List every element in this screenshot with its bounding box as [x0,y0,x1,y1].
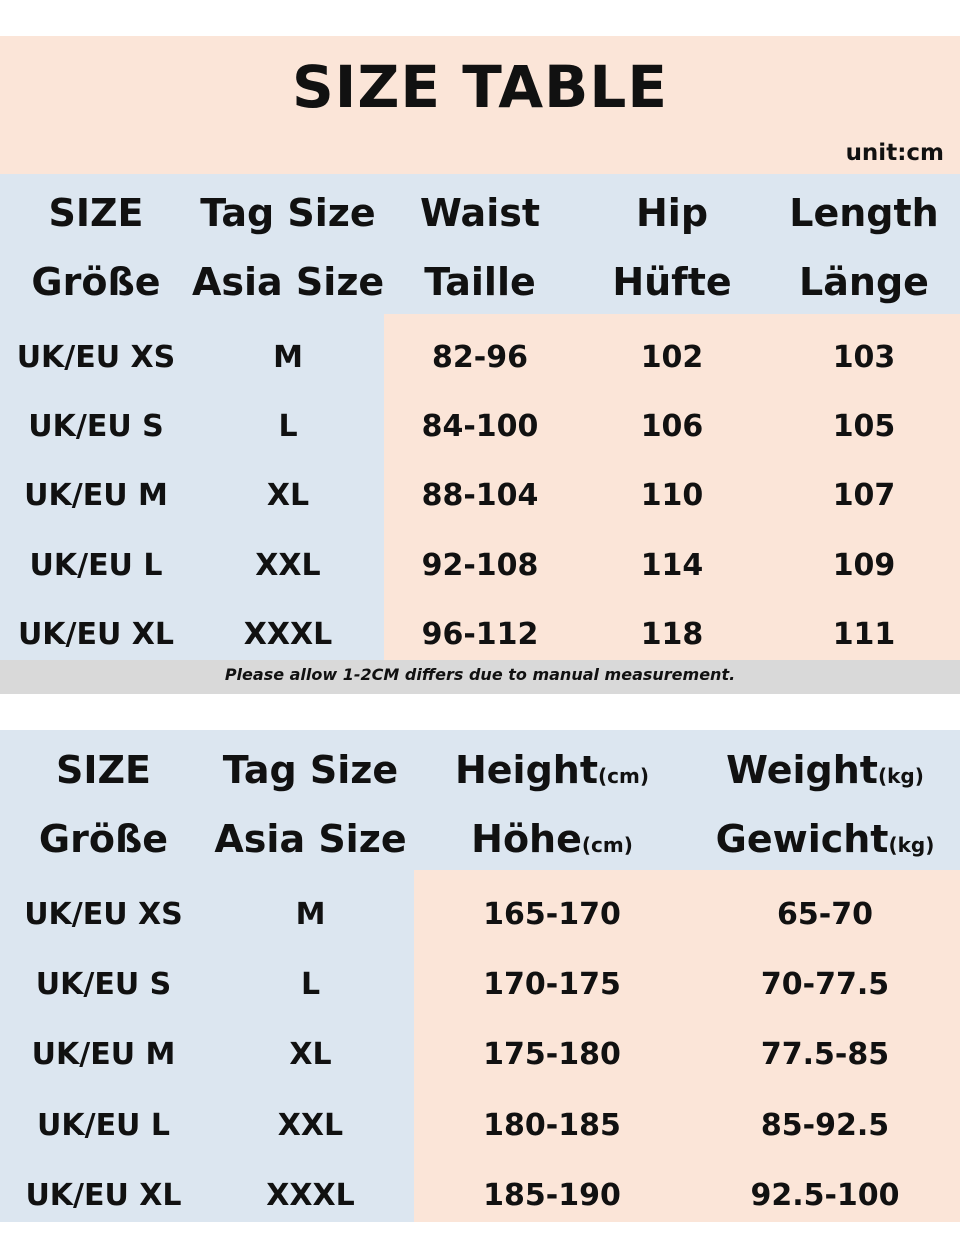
table-cell: L [278,409,298,444]
table-cell: 175-180 [483,1037,621,1072]
table-cell: 77.5-85 [760,1037,890,1072]
table-cell: UK/EU XL [25,1178,182,1213]
table2-header-tag-size: Tag Size [222,748,399,792]
table-cell: L [300,967,321,1002]
table-cell: UK/EU XL [17,617,175,652]
table-cell: XXL [255,548,321,583]
height-unit: (cm) [598,764,649,788]
table2-header-asia-size: Asia Size [214,817,407,861]
table-cell: 165-170 [483,897,621,932]
table-cell: 103 [832,340,896,375]
table-cell: 96-112 [421,617,539,652]
table1-header-bg [0,174,960,314]
table-cell: 105 [832,409,896,444]
table-cell: 185-190 [483,1178,621,1213]
table-cell: UK/EU S [35,967,172,1002]
table-cell: UK/EU XS [16,340,176,375]
page-title: SIZE TABLE [292,53,668,121]
table-cell: XXXL [266,1178,355,1213]
table-cell: UK/EU M [24,478,168,513]
table-cell: 180-185 [483,1108,621,1143]
table2-header-gewicht: Gewicht(kg) [690,816,960,868]
table-cell: 70-77.5 [760,967,890,1002]
table-cell: XXXL [243,617,333,652]
table-cell: 88-104 [421,478,539,513]
table-cell: XXL [277,1108,344,1143]
hoehe-label: Höhe [471,817,582,861]
table-cell: 65-70 [777,897,873,932]
table-cell: 107 [832,478,896,513]
table-cell: M [273,340,303,375]
title-banner [0,36,960,174]
table-cell: UK/EU L [29,548,163,583]
table1-header-hip: Hip [635,191,709,235]
table2-measure-bg [414,870,960,1222]
table-cell: 102 [640,340,704,375]
table1-header-size: SIZE [48,191,144,235]
table1-header-groesse: Größe [31,260,161,304]
table2-header-size: SIZE [55,748,152,792]
table2-header-groesse: Größe [38,817,169,861]
table-cell: 84-100 [421,409,539,444]
table-cell: 114 [640,548,704,583]
table-cell: XL [289,1037,332,1072]
table1-header-length: Length [789,191,939,235]
table-cell: UK/EU M [31,1037,176,1072]
gewicht-unit: (kg) [888,833,935,857]
gewicht-label: Gewicht [715,817,889,861]
table2-size-column-bg [0,870,414,1222]
table-cell: 106 [640,409,704,444]
table-cell: 82-96 [432,340,528,375]
note-bar [0,660,960,694]
table1-measure-bg [384,314,960,660]
measurement-note: Please allow 1-2CM differs due to manual… [224,665,736,684]
table2-header-bg [0,730,960,870]
hoehe-unit: (cm) [581,833,633,857]
table2-header-hoehe: Höhe(cm) [414,816,690,868]
height-label: Height [454,748,599,792]
table-cell: 109 [832,548,896,583]
weight-unit: (kg) [877,764,924,788]
table1-header-taille: Taille [424,260,536,304]
table-cell: UK/EU L [37,1108,170,1143]
table-cell: M [295,897,326,932]
weight-label: Weight [726,748,878,792]
table-cell: 92-108 [421,548,539,583]
table-cell: UK/EU S [28,409,164,444]
table-cell: 118 [640,617,704,652]
table1-header-huefte: Hüfte [612,260,732,304]
table1-size-column-bg [0,314,384,660]
table1-header-laenge: Länge [799,260,929,304]
table-cell: 170-175 [483,967,621,1002]
table1-header-asia-size: Asia Size [192,260,385,304]
table1-header-tag-size: Tag Size [200,191,376,235]
table-cell: 92.5-100 [750,1178,900,1213]
table2-header-height: Height(cm) [414,747,690,799]
table-cell: 110 [640,478,704,513]
table-cell: XL [266,478,310,513]
table-cell: 85-92.5 [760,1108,890,1143]
unit-label: unit:cm [845,140,944,166]
table-cell: 111 [832,617,896,652]
table2-header-weight: Weight(kg) [690,747,960,799]
table-cell: UK/EU XS [24,897,183,932]
table1-header-waist: Waist [419,191,540,235]
